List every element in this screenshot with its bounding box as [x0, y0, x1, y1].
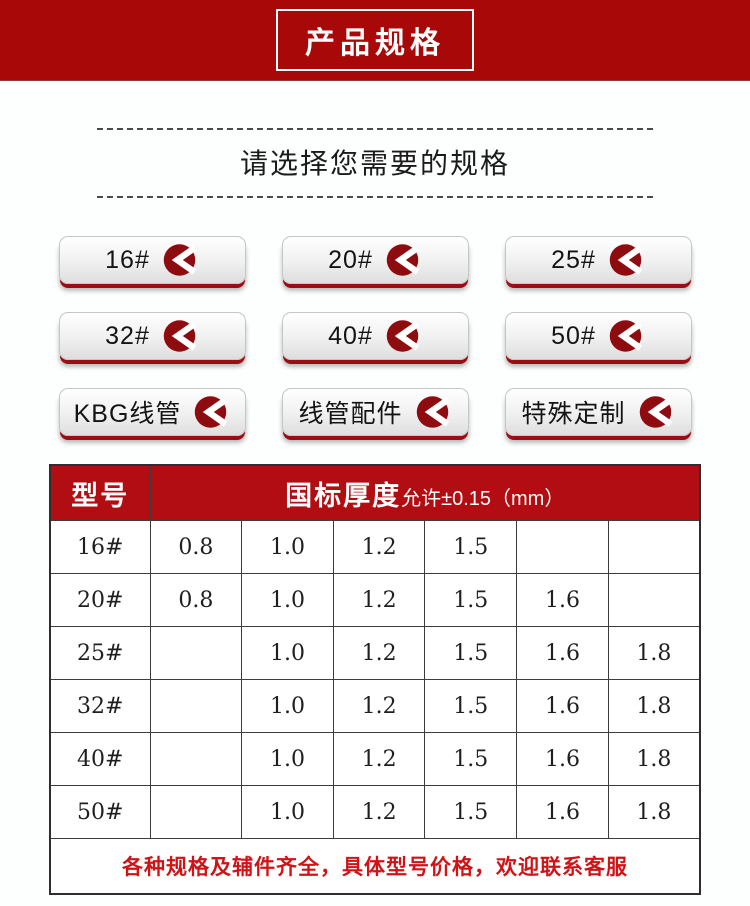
- thickness-cell: 1.8: [607, 679, 701, 733]
- model-cell: 50#: [49, 785, 151, 839]
- spec-button-label: KBG线管: [73, 400, 182, 428]
- thickness-cell: 1.0: [241, 785, 334, 839]
- spec-button-label: 线管配件: [298, 400, 403, 428]
- header-banner: 产品规格: [0, 0, 750, 81]
- dashed-divider-bottom: [97, 196, 653, 198]
- thickness-cell: 1.5: [424, 626, 518, 680]
- table-row-20: 20# 0.8 1.0 1.2 1.5 1.6: [49, 573, 701, 627]
- thickness-cell: 1.8: [607, 785, 701, 839]
- thickness-spec-table: 型号 国标厚度允许±0.15（mm） 16# 0.8 1.0 1.2 1.5 2…: [49, 464, 701, 895]
- table-row-16: 16# 0.8 1.0 1.2 1.5: [49, 520, 701, 574]
- spec-button-32[interactable]: 32#: [58, 312, 246, 360]
- table-row-25: 25# 1.0 1.2 1.5 1.6 1.8: [49, 626, 701, 680]
- spec-button-40[interactable]: 40#: [281, 312, 469, 360]
- table-header-thickness: 国标厚度允许±0.15（mm）: [149, 464, 701, 521]
- dashed-divider-top: [97, 128, 653, 130]
- spec-button-label: 20#: [328, 245, 373, 274]
- thickness-cell: [516, 520, 609, 574]
- thickness-cell: 1.0: [241, 626, 334, 680]
- spec-button-50[interactable]: 50#: [504, 312, 692, 360]
- spec-button-20[interactable]: 20#: [281, 236, 469, 284]
- circle-chevron-left-icon: [163, 242, 199, 278]
- spec-button-custom[interactable]: 特殊定制: [504, 388, 692, 436]
- thickness-cell: 1.6: [516, 785, 609, 839]
- table-row-32: 32# 1.0 1.2 1.5 1.6 1.8: [49, 679, 701, 733]
- spec-button-kbg-conduit[interactable]: KBG线管: [58, 388, 246, 436]
- thickness-cell: 1.0: [241, 520, 334, 574]
- circle-chevron-left-icon: [639, 394, 675, 430]
- thickness-cell: 1.2: [332, 520, 426, 574]
- thickness-cell: 0.8: [149, 520, 243, 574]
- thickness-cell: 1.0: [241, 573, 334, 627]
- circle-chevron-left-icon: [609, 318, 645, 354]
- thickness-cell: 0.8: [149, 573, 243, 627]
- thickness-cell: [607, 520, 701, 574]
- circle-chevron-left-icon: [194, 394, 230, 430]
- thickness-cell: 1.0: [241, 679, 334, 733]
- table-row-40: 40# 1.0 1.2 1.5 1.6 1.8: [49, 732, 701, 786]
- thickness-cell: 1.2: [332, 626, 426, 680]
- spec-button-25[interactable]: 25#: [504, 236, 692, 284]
- spec-button-label: 特殊定制: [521, 400, 626, 428]
- thickness-cell: 1.5: [424, 732, 518, 786]
- model-cell: 40#: [49, 732, 151, 786]
- thickness-cell: 1.6: [516, 732, 609, 786]
- table-row-50: 50# 1.0 1.2 1.5 1.6 1.8: [49, 785, 701, 839]
- circle-chevron-left-icon: [386, 242, 422, 278]
- spec-button-label: 40#: [328, 321, 373, 350]
- table-header-model: 型号: [49, 464, 151, 521]
- thickness-cell: 1.2: [332, 732, 426, 786]
- thickness-cell: 1.6: [516, 626, 609, 680]
- table-footer-note: 各种规格及辅件齐全，具体型号价格，欢迎联系客服: [49, 838, 701, 895]
- thickness-cell: 1.5: [424, 679, 518, 733]
- spec-button-16[interactable]: 16#: [58, 236, 246, 284]
- thickness-cell: 1.0: [241, 732, 334, 786]
- thickness-cell: 1.6: [516, 573, 609, 627]
- thickness-cell: [149, 626, 243, 680]
- spec-button-label: 25#: [551, 245, 596, 274]
- circle-chevron-left-icon: [163, 318, 199, 354]
- model-cell: 20#: [49, 573, 151, 627]
- spec-button-label: 50#: [551, 321, 596, 350]
- thickness-cell: 1.8: [607, 732, 701, 786]
- spec-button-conduit-fittings[interactable]: 线管配件: [281, 388, 469, 436]
- table-header-tolerance-label: 允许±0.15（mm）: [401, 487, 565, 510]
- spec-button-label: 32#: [105, 321, 150, 350]
- thickness-cell: 1.5: [424, 785, 518, 839]
- page-title: 产品规格: [305, 27, 445, 60]
- model-cell: 32#: [49, 679, 151, 733]
- table-header-thickness-label: 国标厚度: [285, 480, 402, 511]
- circle-chevron-left-icon: [609, 242, 645, 278]
- thickness-cell: [607, 573, 701, 627]
- thickness-cell: 1.2: [332, 679, 426, 733]
- thickness-cell: 1.5: [424, 520, 518, 574]
- thickness-cell: 1.2: [332, 573, 426, 627]
- thickness-cell: 1.2: [332, 785, 426, 839]
- table-header-row: 型号 国标厚度允许±0.15（mm）: [49, 464, 701, 521]
- thickness-cell: [149, 732, 243, 786]
- model-cell: 25#: [49, 626, 151, 680]
- thickness-cell: 1.8: [607, 626, 701, 680]
- spec-button-label: 16#: [105, 245, 150, 274]
- thickness-cell: 1.6: [516, 679, 609, 733]
- thickness-cell: [149, 785, 243, 839]
- banner-title-box: 产品规格: [276, 9, 474, 71]
- spec-button-grid: 16# 20# 25# 32# 40#: [0, 236, 750, 436]
- table-footer-row: 各种规格及辅件齐全，具体型号价格，欢迎联系客服: [49, 838, 701, 895]
- section-title: 请选择您需要的规格: [239, 148, 510, 179]
- circle-chevron-left-icon: [386, 318, 422, 354]
- thickness-cell: 1.5: [424, 573, 518, 627]
- model-cell: 16#: [49, 520, 151, 574]
- thickness-cell: [149, 679, 243, 733]
- circle-chevron-left-icon: [416, 394, 452, 430]
